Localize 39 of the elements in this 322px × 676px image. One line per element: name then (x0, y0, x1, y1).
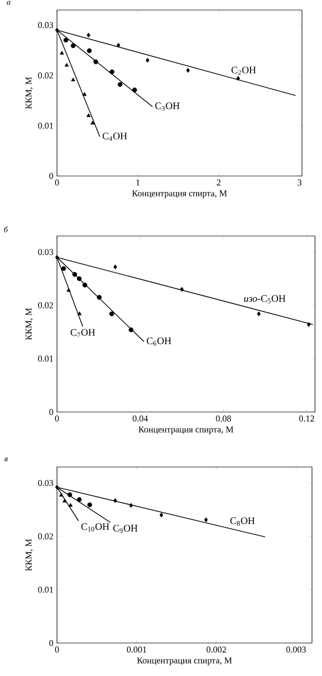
y-tick-label: 0 (49, 408, 54, 416)
y-axis-title: ККМ, М (26, 539, 33, 571)
series-label: C$_{6}$OH (146, 338, 172, 346)
x-axis-title: Концентрация спирта, М (132, 190, 227, 198)
x-tick-label: 0 (55, 416, 59, 422)
x-tick-label: 3 (298, 180, 302, 186)
series-label: C$_{10}$OH (81, 523, 110, 532)
y-tick-label: 0.03 (38, 22, 54, 28)
x-tick-label: 0.001 (126, 646, 146, 653)
x-tick-label: 0.08 (216, 416, 231, 422)
y-tick-label: 0 (49, 172, 54, 180)
y-tick-label: 0.02 (38, 72, 53, 78)
y-tick-label: 0.03 (38, 248, 54, 256)
x-tick-label: 1 (136, 180, 140, 186)
x-tick-label: 0.002 (206, 646, 226, 653)
y-tick-label: 0 (49, 640, 54, 646)
x-tick-label: 0.12 (299, 416, 314, 422)
y-tick-label: 0.03 (38, 480, 54, 486)
y-tick-label: 0.01 (38, 122, 53, 129)
series-label: C$_{3}$OH (155, 102, 180, 111)
y-tick-label: 0.01 (38, 586, 53, 593)
y-tick-label: 0.01 (38, 356, 53, 362)
series-label: изо-C$_{5}$OH (244, 295, 286, 304)
series-label: C$_{9}$OH (113, 524, 138, 534)
x-tick-label: 0 (55, 180, 59, 186)
y-axis-title: ККМ, М (26, 77, 33, 109)
x-tick-label: 0 (55, 646, 59, 653)
series-label: C$_{7}$OH (70, 329, 96, 338)
x-tick-label: 0.003 (286, 646, 306, 653)
series-label: C$_{8}$OH (230, 517, 255, 526)
y-tick-label: 0.02 (38, 533, 53, 540)
x-tick-label: 2 (216, 180, 220, 186)
x-axis-title: Концентрация спирта, М (137, 657, 232, 666)
x-axis-title: Концентрация спирта, М (138, 426, 234, 434)
series-label: C$_{4}$OH (102, 132, 127, 141)
x-tick-label: 0.04 (132, 416, 148, 422)
y-tick-label: 0.02 (38, 302, 53, 308)
series-label: C$_{2}$OH (232, 66, 256, 75)
y-axis-title: ККМ, М (26, 308, 33, 340)
